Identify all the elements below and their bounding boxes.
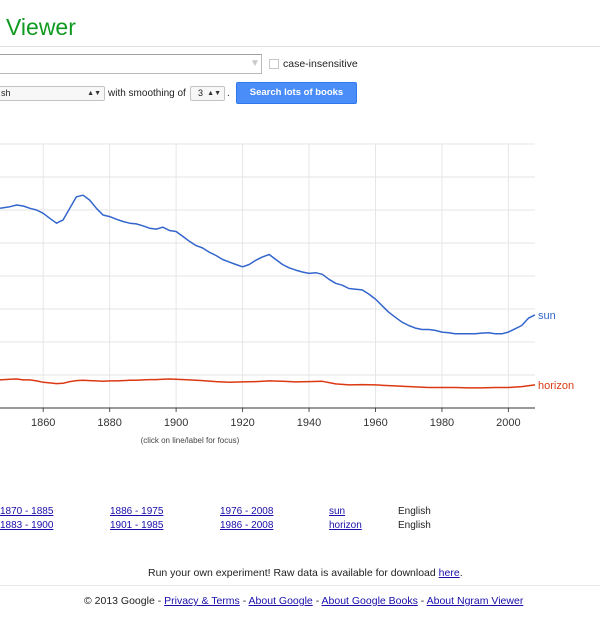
x-tick-label: 1920 <box>230 417 254 429</box>
chart-lines[interactable]: sun horizon <box>0 194 574 392</box>
ngram-link-horizon[interactable]: horizon <box>329 520 362 531</box>
smoothing-label: with smoothing of <box>108 88 186 99</box>
dropdown-arrow-icon[interactable]: ▼ <box>250 58 260 69</box>
period-text: . <box>227 88 230 99</box>
x-tick-label: 1900 <box>164 417 188 429</box>
range-link-1[interactable]: 1883 - 1900 <box>0 520 54 531</box>
about-google-books-link[interactable]: About Google Books <box>321 595 418 607</box>
page-title: Viewer <box>6 14 76 40</box>
series-line-horizon[interactable] <box>0 378 536 389</box>
footer-divider <box>0 585 600 586</box>
smoothing-select[interactable]: 3 ▲▼ <box>190 86 225 101</box>
smoothing-value: 3 <box>198 88 204 98</box>
range-link-2[interactable]: 1886 - 1975 <box>110 506 164 517</box>
language-label: English <box>398 520 431 531</box>
chart-x-axis: 1860 1880 1900 1920 1940 1960 1980 2000 <box>0 407 535 429</box>
copyright-text: © 2013 Google - <box>84 595 162 607</box>
footer: © 2013 Google - Privacy & Terms - About … <box>84 595 523 607</box>
language-label: English <box>398 506 431 517</box>
series-line-sun[interactable] <box>0 194 536 335</box>
footer-separator: - <box>242 595 247 607</box>
corpus-value: sh <box>1 88 11 98</box>
header-divider <box>0 46 600 47</box>
select-arrows-icon: ▲▼ <box>87 90 101 97</box>
range-link-3[interactable]: 1986 - 2008 <box>220 520 274 531</box>
experiment-message: Run your own experiment! Raw data is ava… <box>148 567 436 579</box>
experiment-period: . <box>459 567 463 579</box>
about-ngram-viewer-link[interactable]: About Ngram Viewer <box>426 595 524 607</box>
x-tick-label: 1940 <box>297 417 321 429</box>
select-arrows-icon: ▲▼ <box>207 90 221 97</box>
corpus-select[interactable]: sh ▲▼ <box>0 86 105 101</box>
x-tick-label: 2000 <box>496 417 520 429</box>
footer-separator: - <box>315 595 320 607</box>
ngram-chart[interactable]: 1860 1880 1900 1920 1940 1960 1980 2000 sun hori… <box>0 130 600 450</box>
case-insensitive-checkbox[interactable] <box>269 59 279 69</box>
privacy-terms-link[interactable]: Privacy & Terms <box>164 595 240 607</box>
series-label-horizon[interactable]: horizon <box>538 380 574 392</box>
about-google-link[interactable]: About Google <box>248 595 313 607</box>
range-link-1[interactable]: 1870 - 1885 <box>0 506 54 517</box>
chart-focus-note: (click on line/label for focus) <box>141 436 240 445</box>
x-tick-label: 1960 <box>363 417 387 429</box>
x-tick-label: 1860 <box>31 417 55 429</box>
footer-separator: - <box>420 595 425 607</box>
download-link[interactable]: here <box>438 567 460 579</box>
query-input[interactable] <box>0 54 262 74</box>
range-link-2[interactable]: 1901 - 1985 <box>110 520 164 531</box>
ngram-link-sun[interactable]: sun <box>329 506 346 517</box>
x-tick-label: 1980 <box>430 417 454 429</box>
x-tick-label: 1880 <box>97 417 121 429</box>
case-insensitive-label: case-insensitive <box>283 58 358 70</box>
chart-grid <box>0 143 535 409</box>
series-label-sun[interactable]: sun <box>538 310 556 322</box>
experiment-text: Run your own experiment! Raw data is ava… <box>148 567 463 579</box>
search-button[interactable]: Search lots of books <box>236 82 357 104</box>
range-link-3[interactable]: 1976 - 2008 <box>220 506 274 517</box>
